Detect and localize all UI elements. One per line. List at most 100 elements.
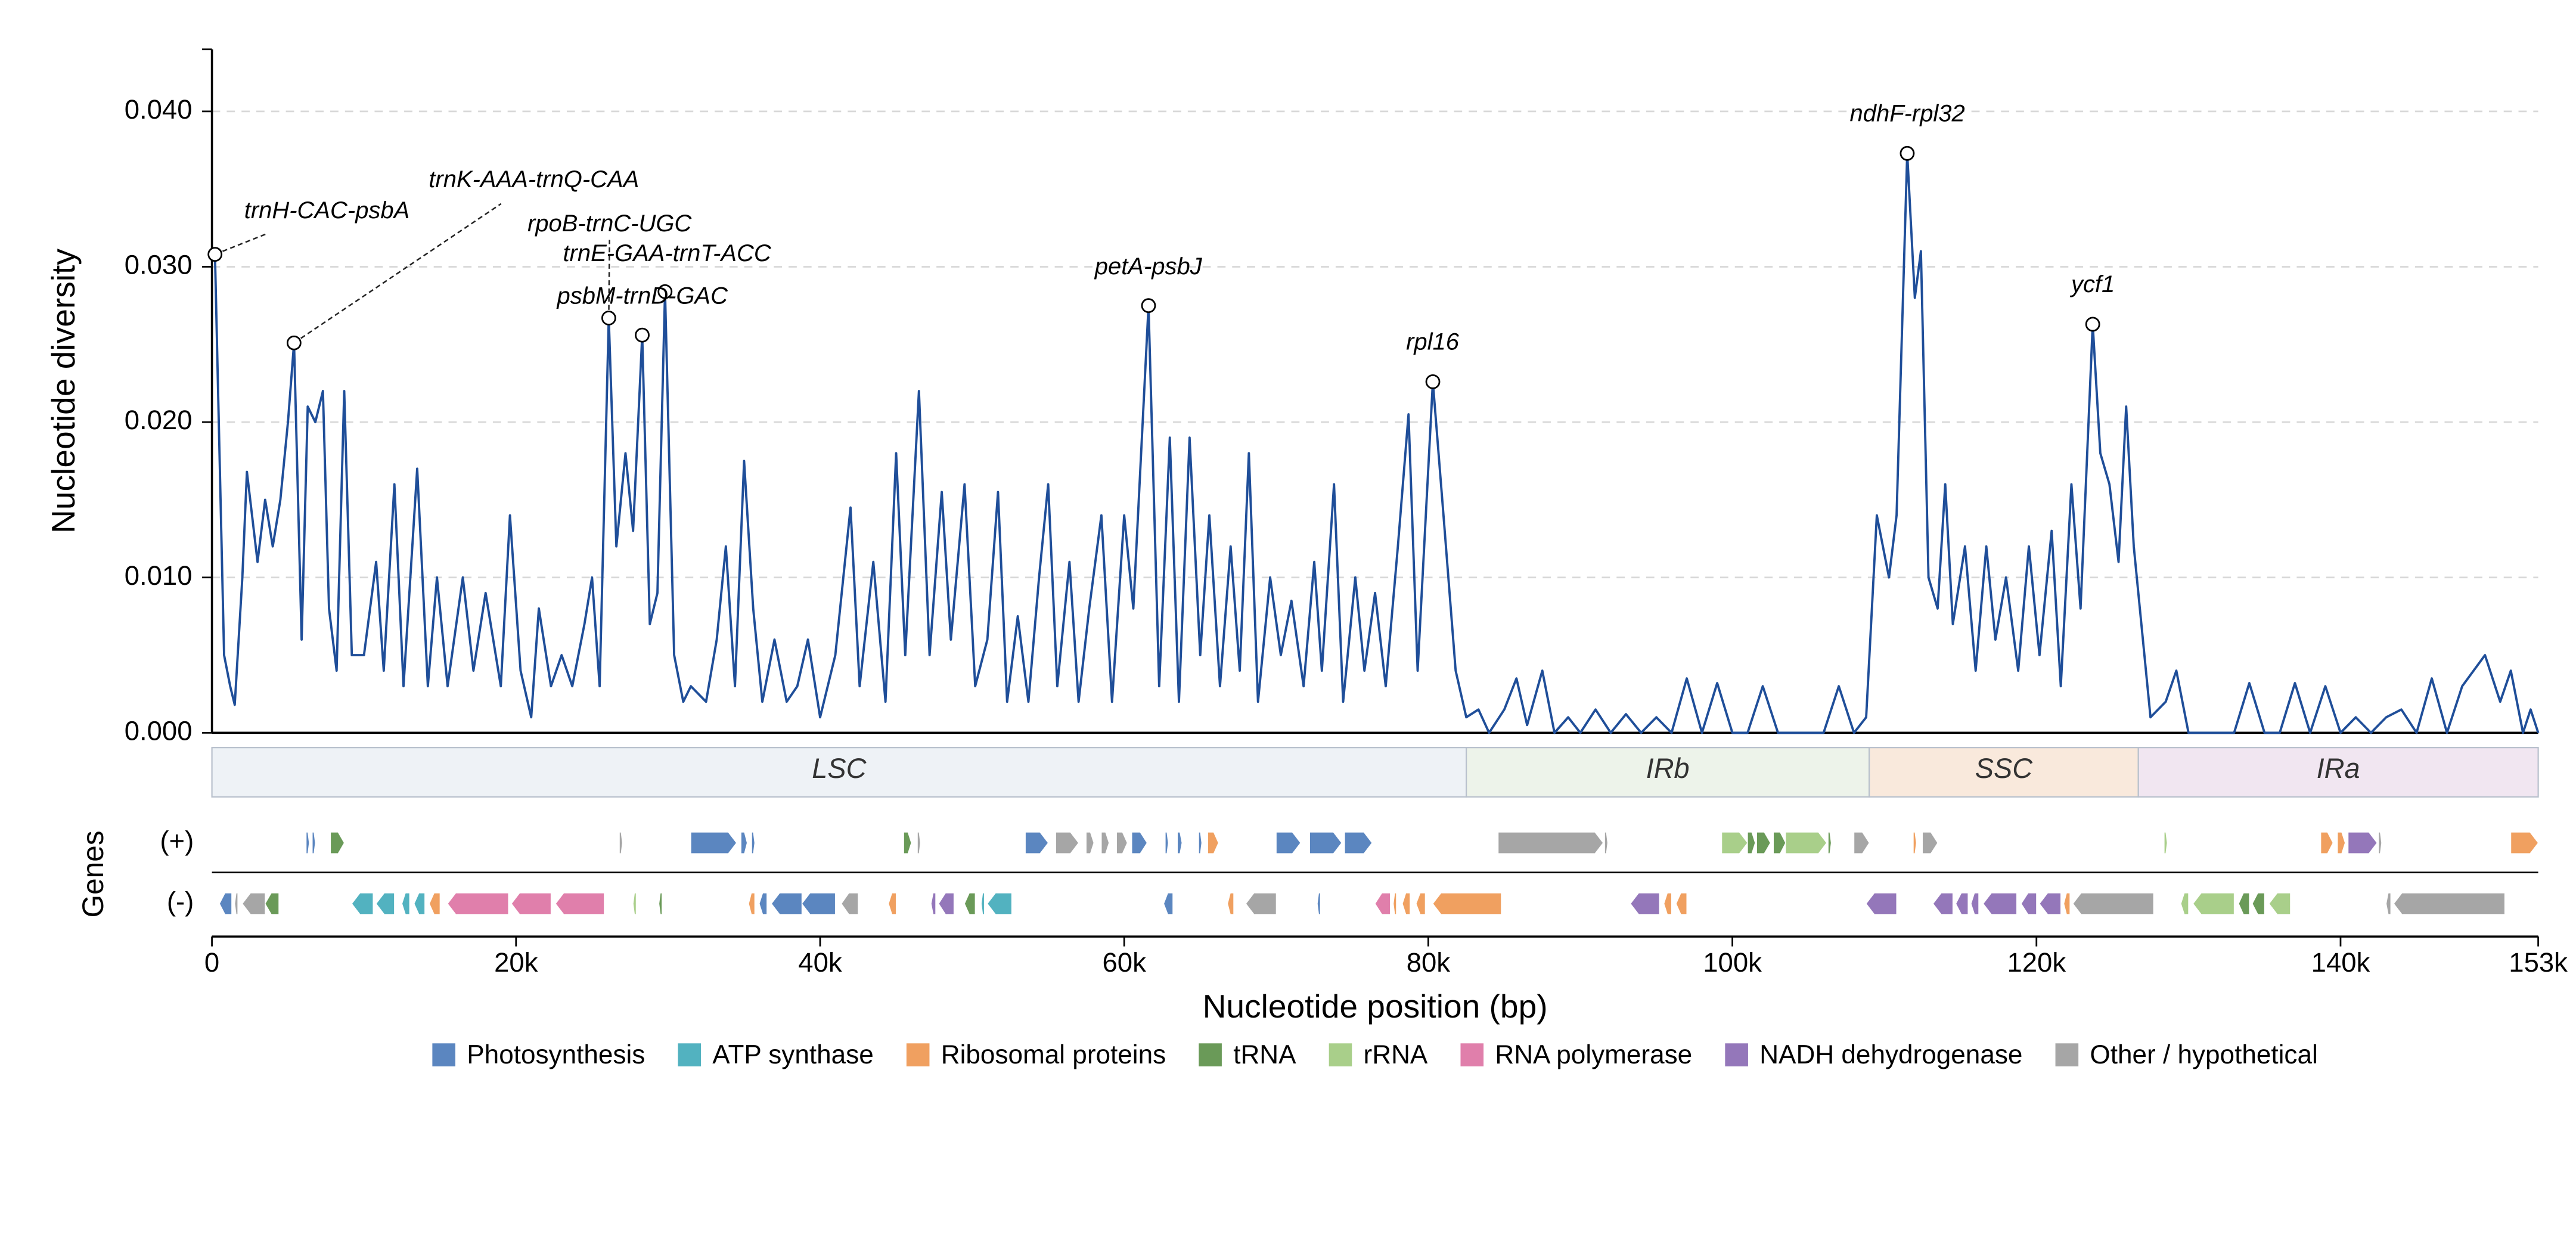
legend-swatch [1460,1043,1484,1066]
gene [1756,832,1771,854]
gene [1085,832,1094,854]
gene [1025,832,1049,854]
x-tick-label: 100k [1703,947,1762,978]
x-tick-label: 0 [204,947,219,978]
gene [903,832,912,854]
gene [312,832,316,854]
gene [1721,832,1748,854]
annotation-marker [286,335,302,351]
gene [1604,832,1608,854]
strand-label: (+) [160,826,194,856]
gene [414,892,426,915]
gene [619,832,623,854]
gene [2337,832,2346,854]
legend-label: Photosynthesis [467,1040,645,1069]
gene [2238,892,2250,915]
gene [1982,892,2018,915]
y-tick-label: 0.010 [125,560,193,591]
legend-label: Ribosomal proteins [941,1040,1166,1069]
x-tick-label: 80k [1407,947,1451,978]
annotation-marker [601,311,616,325]
gene [1374,892,1391,915]
gene [265,892,280,915]
gene [748,892,755,915]
gene [306,832,310,854]
legend-label: NADH dehydrogenase [1759,1040,2022,1069]
gene [986,892,1012,915]
genes-title: Genes [76,830,110,917]
y-tick-label: 0.000 [125,715,193,746]
annotation-marker [635,327,650,343]
annotation-marker [1425,374,1441,389]
region-label: IRb [1646,753,1690,784]
gene [429,892,440,915]
diversity-line [213,152,2540,734]
y-tick-label: 0.020 [125,405,193,435]
gene [1393,892,1397,915]
gene [964,892,976,915]
gene [2393,892,2506,915]
gene [2252,892,2265,915]
gene [1913,832,1917,854]
gene [1177,832,1183,854]
annotation-leader [215,232,268,255]
gene [1198,832,1202,854]
annotation-leader [293,203,502,344]
gene [241,892,266,915]
gene [888,892,897,915]
gene [917,832,921,854]
gene [2320,832,2333,854]
x-tick-label: 20k [494,947,538,978]
gene [2348,832,2378,854]
legend-swatch [1199,1043,1222,1066]
annotation-marker [657,284,673,299]
x-tick-label: 60k [1103,947,1147,978]
gene [2021,892,2037,915]
gene [2063,892,2071,915]
gene [330,832,345,854]
gene [1630,892,1660,915]
gene [801,892,836,915]
gene [1932,892,1954,915]
gene [1922,832,1938,854]
legend-swatch [432,1043,455,1066]
gene [234,892,238,915]
annotation-marker [1141,298,1156,314]
gene [1116,832,1128,854]
gene [219,892,232,915]
x-tick-label: 153k [2509,947,2568,978]
gene [1101,832,1110,854]
gene [1827,832,1832,854]
gene [1416,892,1426,915]
annotation-label: psbM-trnD-GAC [557,283,729,309]
gene [1955,892,1969,915]
legend-swatch [1329,1043,1352,1066]
region [211,747,1467,798]
gene [375,892,395,915]
legend-label: RNA polymerase [1495,1040,1692,1069]
legend-label: tRNA [1233,1040,1296,1069]
gene [751,832,755,854]
annotation-label: trnK-AAA-trnQ-CAA [429,166,639,193]
gene [401,892,410,915]
gene [1317,892,1321,915]
gene [1055,832,1079,854]
annotation-label: petA-psbJ [1094,253,1203,280]
annotation-label: trnH-CAC-psbA [244,197,410,224]
gene [1402,892,1411,915]
gene [659,892,663,915]
gene [511,892,552,915]
gene [1866,892,1897,915]
region-label: IRa [2317,753,2360,784]
gene [1344,832,1373,854]
y-axis-title: Nucleotide diversity [45,249,82,534]
gene [1275,832,1301,854]
y-tick-label: 0.030 [125,250,193,280]
gene [759,892,768,915]
gene [1498,832,1604,854]
gene [2039,892,2062,915]
legend-swatch [1725,1043,1748,1066]
gene [1675,892,1687,915]
gene [771,892,802,915]
